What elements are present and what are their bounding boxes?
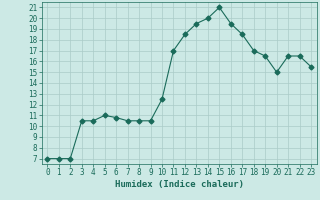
X-axis label: Humidex (Indice chaleur): Humidex (Indice chaleur) (115, 180, 244, 189)
